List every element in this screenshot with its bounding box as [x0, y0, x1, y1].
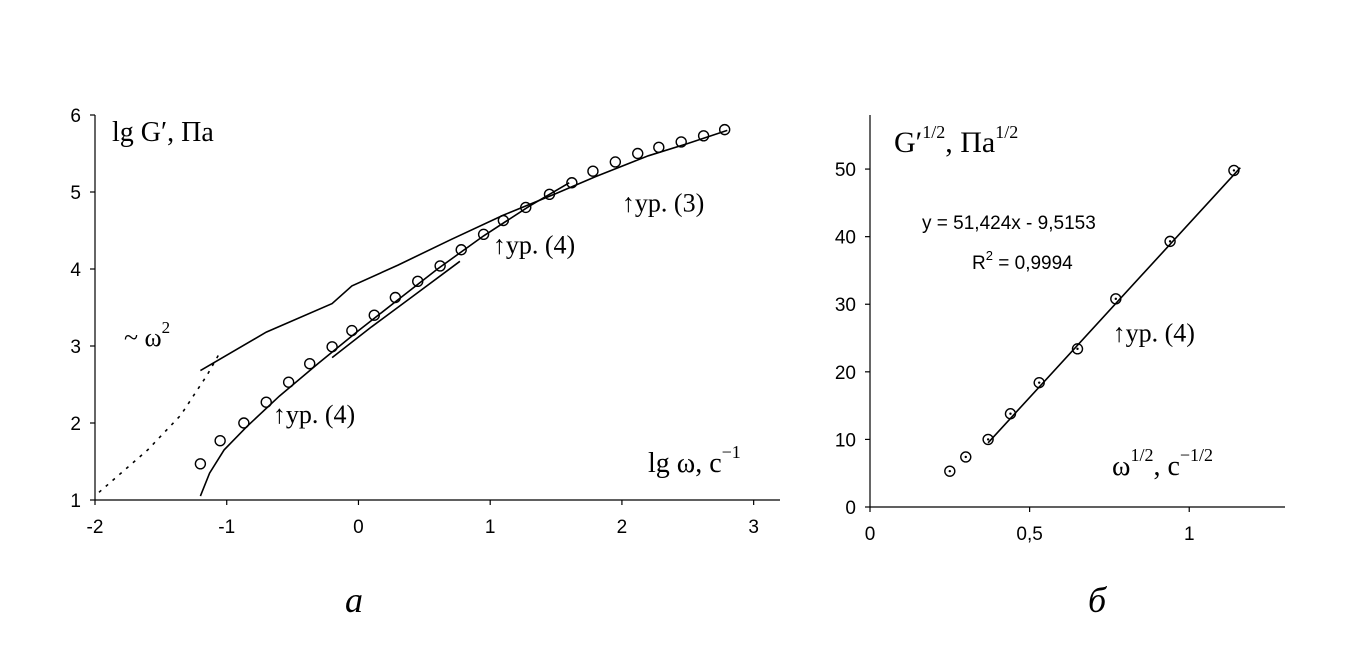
panel-a-data-point	[609, 156, 622, 168]
panel-b-data-point-dot	[1232, 169, 1236, 172]
panel-b-data-point-dot	[1037, 381, 1041, 384]
panel-a-data-point	[194, 458, 207, 470]
panel-b-xlabel-unit: , с	[1153, 451, 1179, 482]
panel-b-y-tick-label: 20	[835, 363, 856, 384]
panel-a-data-point	[260, 396, 272, 408]
panel-a-y-tick-label: 1	[70, 491, 81, 512]
panel-a-series-line-1	[199, 182, 570, 497]
panel-a-annotations: ~ ω2 ↑ур. (4) ↑ур. (4) ↑ур. (3)	[124, 188, 704, 429]
panel-b-data-point-dot	[1168, 240, 1172, 243]
panel-b-xlabel-unit-sup: −1/2	[1180, 445, 1213, 465]
panel-a-x-tick-label: 3	[748, 517, 759, 538]
panel-a-annotation: ↑ур. (4)	[493, 231, 575, 260]
panel-a-y-tick-label: 3	[70, 337, 81, 358]
panel-a-series-dotted-4	[98, 351, 221, 493]
panel-b-y-tick-label: 40	[835, 228, 856, 249]
panel-b-y-tick-label: 30	[835, 295, 856, 316]
panel-b-ylabel: G′1/2, Па1/2	[894, 122, 1018, 159]
panel-a-data-point	[304, 358, 316, 370]
panel-b-series	[944, 164, 1241, 477]
panel-a-x-tick-label: 1	[485, 517, 496, 538]
panel-b-xlabel-text: ω	[1112, 451, 1130, 482]
panel-b-ylabel-unit: , Па	[945, 126, 995, 159]
panel-b-data-point-dot	[986, 438, 990, 441]
panel-b-data-point-dot	[1009, 412, 1012, 415]
panel-b-ylabel-text: G′	[894, 126, 922, 159]
r-squared-value: = 0,9994	[993, 253, 1073, 274]
panel-b-y-tick-label: 10	[835, 430, 856, 451]
panel-a-series-line-2	[331, 260, 461, 359]
panel-b-data-point-dot	[1114, 297, 1118, 301]
panel-a-annotation: ~ ω2	[124, 318, 170, 352]
panel-a-data-point	[214, 435, 226, 447]
panel-a-x-tick-label: -2	[87, 517, 104, 538]
panel-a-annotation: ↑ур. (4)	[273, 400, 355, 429]
panel-a-x-tick-label: 0	[353, 517, 364, 538]
panel-b-y-tick-label: 0	[845, 498, 856, 519]
panel-a-y-tick-label: 2	[70, 414, 81, 435]
panel-b-annotation: ↑ур. (4)	[1113, 318, 1195, 347]
panel-a-xlabel-sup: −1	[722, 442, 741, 462]
panel-a-data-point	[632, 147, 644, 160]
panel-a-series	[98, 123, 731, 497]
panel-b-x-tick-label: 1	[1184, 524, 1195, 545]
panel-b-ylabel-sup: 1/2	[922, 122, 945, 142]
panel-a-axes: -2 -1 0 1 2 3 1 2 3 4 5 6	[70, 106, 780, 538]
panel-a-data-point	[282, 376, 295, 388]
r-squared-sup: 2	[986, 248, 993, 263]
panel-b-data-point-dot	[948, 469, 952, 473]
panel-a-data-point	[455, 244, 467, 256]
panel-a-annotation: ↑ур. (3)	[622, 188, 704, 217]
panel-a-xlabel: lg ω, с−1	[648, 442, 741, 479]
panel-a-data-point	[238, 417, 250, 429]
panel-b-series-line-1	[987, 167, 1241, 444]
panel-a-ylabel: lg G′, Па	[112, 117, 214, 148]
panel-a-series-line-3	[199, 129, 728, 372]
regression-equation: y = 51,424x - 9,5153	[922, 213, 1096, 234]
panel-b-data-point-dot	[1076, 347, 1079, 351]
r-squared-r: R	[972, 253, 986, 274]
chart-panel-a: -2 -1 0 1 2 3 1 2 3 4 5 6 ~ ω2 ↑ур. (4) ↑ур. (4) ↑ур. …	[70, 106, 780, 620]
r-squared-label: R2 = 0,9994	[972, 248, 1073, 274]
panel-a-data-point	[587, 165, 599, 177]
panel-a-y-tick-label: 5	[70, 183, 81, 204]
panel-a-x-tick-label: -1	[218, 517, 235, 538]
panel-b-x-tick-label: 0	[865, 524, 876, 545]
panel-a-label: а	[345, 580, 363, 620]
panel-b-data-point-dot	[964, 455, 967, 459]
panel-b-label: б	[1088, 580, 1108, 620]
panel-a-x-tick-label: 2	[617, 517, 628, 538]
panel-a-y-tick-label: 4	[70, 260, 81, 281]
panel-a-xlabel-text: lg ω, с	[648, 448, 722, 479]
panel-b-y-tick-label: 50	[835, 160, 856, 181]
panel-a-y-tick-label: 6	[70, 106, 81, 127]
panel-b-xlabel-sup: 1/2	[1130, 445, 1153, 465]
panel-b-x-tick-label: 0,5	[1016, 524, 1042, 545]
panel-b-ylabel-unit-sup: 1/2	[995, 122, 1018, 142]
panel-b-annotations: ↑ур. (4)	[1113, 318, 1195, 347]
panel-b-xlabel: ω1/2, с−1/2	[1112, 445, 1213, 482]
